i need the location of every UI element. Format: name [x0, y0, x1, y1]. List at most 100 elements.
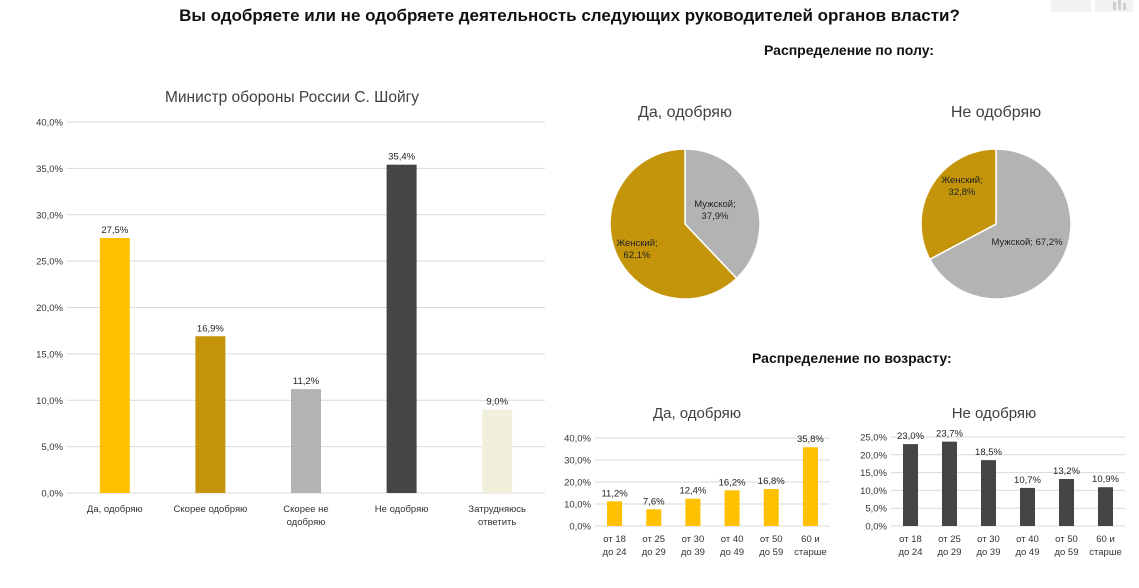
x-tick-label: от 40 [721, 534, 744, 545]
y-tick-label: 15,0% [36, 349, 63, 360]
data-label: 11,2% [293, 376, 320, 387]
x-tick-label: до 59 [759, 547, 783, 558]
x-tick-label: одобряю [287, 517, 326, 528]
data-label: 16,8% [758, 476, 785, 487]
x-tick-label: Да, одобряю [87, 504, 143, 515]
x-tick-label: до 59 [1054, 547, 1078, 558]
y-tick-label: 25,0% [36, 257, 63, 268]
slice-label: Мужской; [694, 199, 735, 210]
slice-label: 62,1% [624, 250, 651, 261]
bar [195, 336, 226, 493]
y-tick-label: 0,0% [41, 489, 63, 500]
x-tick-label: до 24 [898, 547, 922, 558]
y-tick-label: 30,0% [36, 210, 63, 221]
slice-label: 32,8% [949, 187, 976, 198]
gender-no-pie-chart: Не одобряю Мужской; 67,2% Женский;32,8% [920, 104, 1072, 300]
y-tick-label: 20,0% [564, 478, 591, 489]
bar [1020, 487, 1035, 526]
x-tick-label: до 49 [1015, 547, 1039, 558]
x-tick-label: старше [1089, 547, 1121, 558]
x-tick-label: до 39 [681, 547, 705, 558]
x-tick-label: от 18 [899, 534, 922, 545]
slice-label: Женский; [616, 238, 657, 249]
data-label: 9,0% [486, 397, 508, 408]
y-tick-label: 0,0% [569, 522, 591, 533]
pie-slice [920, 148, 997, 261]
x-tick-label: Скорее не [283, 504, 328, 515]
y-tick-label: 0,0% [865, 522, 887, 533]
x-tick-label: Затрудняюсь [468, 504, 526, 515]
x-tick-label: до 39 [976, 547, 1000, 558]
x-tick-label: ответить [478, 517, 516, 528]
y-tick-label: 35,0% [36, 164, 63, 175]
bar [685, 498, 701, 526]
data-label: 11,2% [601, 488, 628, 499]
x-tick-label: от 18 [603, 534, 626, 545]
pie-slice [928, 148, 1072, 300]
bar [802, 447, 818, 526]
y-tick-label: 15,0% [860, 468, 887, 479]
bar [981, 460, 996, 526]
data-label: 7,6% [643, 496, 665, 507]
y-tick-label: 25,0% [860, 433, 887, 444]
data-label: 23,7% [936, 429, 963, 440]
data-label: 27,5% [101, 225, 128, 236]
logo-icon [1051, 0, 1133, 12]
x-tick-label: старше [794, 547, 826, 558]
slice-label: 37,9% [702, 211, 729, 222]
bar [903, 444, 918, 526]
data-label: 18,5% [975, 447, 1002, 458]
slice-label: Женский; [941, 175, 982, 186]
data-label: 10,9% [1092, 474, 1119, 485]
main-bar-chart: Министр обороны России С. Шойгу 0,0% 5,0% 1… [36, 89, 545, 528]
data-label: 13,2% [1053, 466, 1080, 477]
x-tick-label: 60 и [1096, 534, 1115, 545]
bar [763, 489, 779, 526]
x-tick-label: Не одобряю [375, 504, 429, 515]
x-tick-label: Скорее одобряю [174, 504, 248, 515]
data-label: 12,4% [679, 486, 706, 497]
data-label: 16,2% [719, 477, 746, 488]
chart-title: Не одобряю [951, 104, 1041, 121]
x-tick-label: 60 и [801, 534, 820, 545]
age-heading: Распределение по возрасту: [752, 350, 952, 366]
bar [482, 409, 513, 493]
x-tick-label: от 30 [682, 534, 705, 545]
bar [607, 501, 623, 526]
x-tick-label: до 29 [937, 547, 961, 558]
data-label: 35,8% [797, 434, 824, 445]
slice-label: Мужской; 67,2% [991, 237, 1063, 248]
chart-title: Да, одобряю [638, 104, 732, 121]
bar [386, 164, 417, 493]
bar [1059, 479, 1074, 526]
gender-heading: Распределение по полу: [764, 42, 934, 58]
age-yes-bar-chart: Да, одобряю 0,0% 10,0% 20,0% 30,0% 40,0% 11,2%… [564, 405, 830, 558]
x-tick-label: от 30 [977, 534, 1000, 545]
age-no-bar-chart: Не одобряю 0,0% 5,0% 10,0% 15,0% 20,0% 25,0% 23… [860, 405, 1125, 558]
x-tick-label: от 40 [1016, 534, 1039, 545]
y-tick-label: 40,0% [564, 434, 591, 445]
y-tick-label: 10,0% [564, 500, 591, 511]
data-label: 10,7% [1014, 475, 1041, 486]
pie-slice [609, 148, 738, 300]
y-tick-label: 10,0% [36, 396, 63, 407]
bar [1098, 487, 1113, 526]
bar [724, 490, 740, 526]
bar [942, 441, 957, 526]
y-tick-label: 40,0% [36, 118, 63, 129]
x-tick-label: до 29 [642, 547, 666, 558]
y-tick-label: 5,0% [865, 504, 887, 515]
y-tick-label: 30,0% [564, 456, 591, 467]
gender-yes-pie-chart: Да, одобряю Мужской;37,9% Женский;62,1% [609, 104, 761, 300]
y-tick-label: 5,0% [41, 442, 63, 453]
x-tick-label: от 25 [938, 534, 961, 545]
data-label: 23,0% [897, 431, 924, 442]
x-tick-label: до 24 [603, 547, 627, 558]
x-tick-label: до 49 [720, 547, 744, 558]
chart-title: Министр обороны России С. Шойгу [165, 89, 419, 106]
x-tick-label: от 50 [760, 534, 783, 545]
y-tick-label: 20,0% [860, 450, 887, 461]
chart-title: Да, одобряю [653, 405, 741, 422]
bar [99, 237, 130, 493]
chart-title: Не одобряю [952, 405, 1037, 422]
